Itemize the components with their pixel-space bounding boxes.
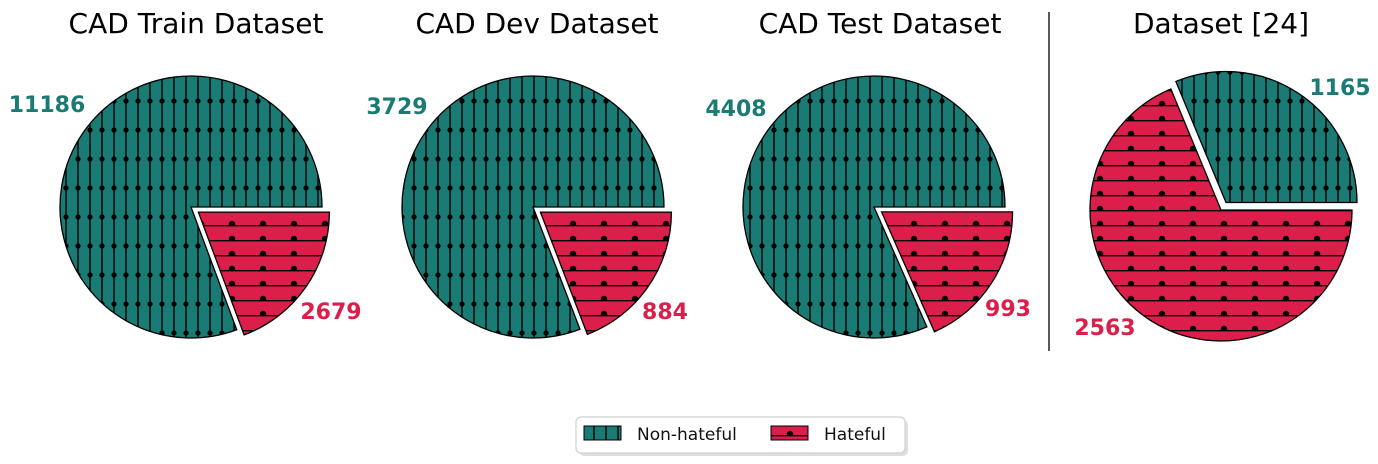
pie-slice-non-hateful — [59, 75, 323, 339]
legend-swatch-non-hateful — [583, 425, 622, 441]
pie-value-label-hateful: 2563 — [1074, 316, 1135, 341]
pie-slice-non-hateful — [742, 75, 1006, 339]
pie-panel-1: CAD Dev Dataset 3729 884 — [366, 7, 688, 339]
pie-slice-hateful — [539, 211, 673, 336]
pie-value-label-hateful: 884 — [642, 300, 688, 325]
pie-title: CAD Dev Dataset — [415, 7, 658, 40]
legend: Non-hateful Hateful — [575, 416, 908, 456]
pie-slice-hateful — [1089, 88, 1353, 342]
pie-panel-2: CAD Test Dataset 4408 993 — [705, 7, 1031, 339]
pie-value-label-non-hateful: 3729 — [366, 95, 427, 120]
pie-panel-0: CAD Train Dataset 11186 2679 — [9, 7, 362, 339]
pie-value-label-non-hateful: 1165 — [1309, 76, 1370, 101]
pie-value-label-non-hateful: 4408 — [705, 97, 766, 122]
pie-value-label-hateful: 993 — [985, 297, 1031, 322]
pie-panel-3: Dataset [24] 1165 2563 — [1074, 7, 1371, 342]
pie-title: CAD Test Dataset — [759, 7, 1002, 40]
pie-slice-non-hateful — [401, 75, 665, 339]
pie-slice-non-hateful — [1175, 70, 1358, 204]
pie-title: Dataset [24] — [1133, 7, 1309, 40]
legend-swatch-hateful — [770, 425, 809, 441]
pie-value-label-non-hateful: 11186 — [9, 93, 86, 118]
legend-box — [575, 416, 906, 454]
pie-title: CAD Train Dataset — [69, 7, 324, 40]
legend-label-hateful: Hateful — [824, 425, 886, 445]
legend-label-non-hateful: Non-hateful — [637, 425, 737, 445]
pie-value-label-hateful: 2679 — [300, 300, 361, 325]
pie-slice-hateful — [880, 211, 1014, 333]
pie-slice-hateful — [197, 211, 331, 336]
